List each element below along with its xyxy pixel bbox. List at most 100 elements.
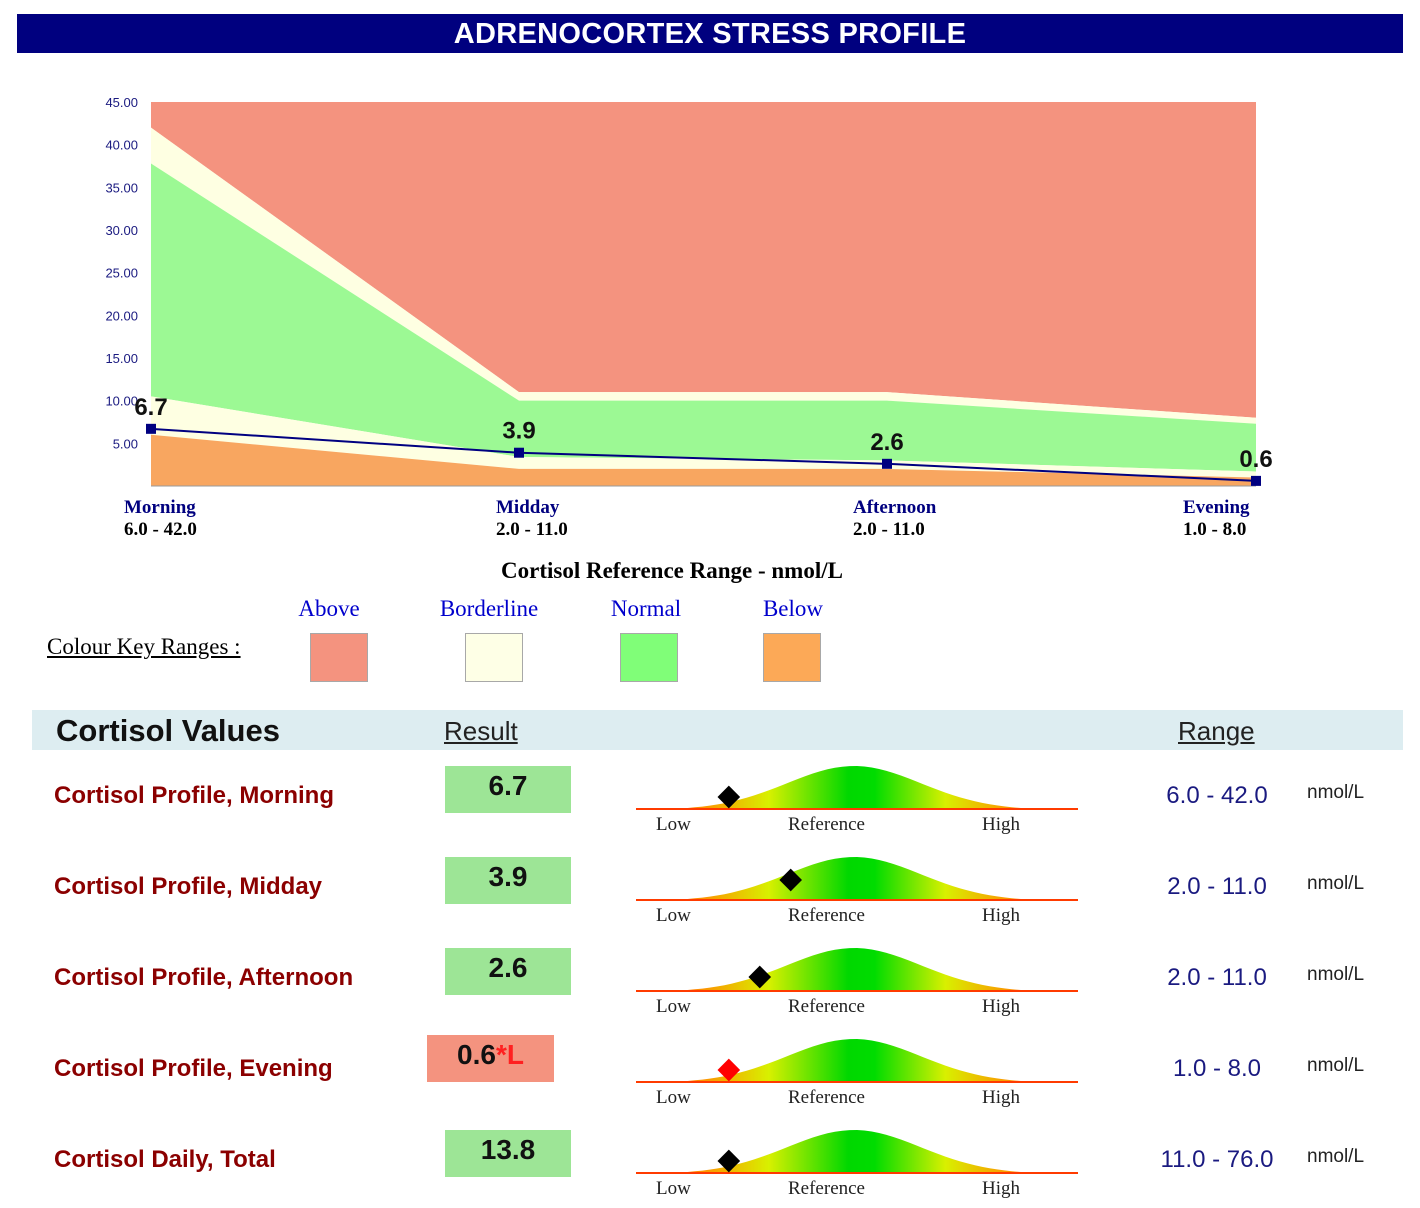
gauge-label-ref: Reference [788,905,865,926]
gauge-curve [636,948,1078,992]
gauge-curve [636,1039,1078,1083]
gauge-curve [636,766,1078,810]
range-value: 11.0 - 76.0 [1160,1146,1274,1173]
data-label: 6.7 [134,394,167,421]
result-box: 3.9 [445,857,571,904]
row-name: Cortisol Profile, Afternoon [54,964,354,991]
gauge-label-high: High [982,996,1021,1017]
page-title: ADRENOCORTEX STRESS PROFILE [17,14,1403,53]
series-point [146,423,156,434]
result-value: 2.6 [488,952,528,983]
timepoint-morning: Morning 6.0 - 42.0 [124,497,197,541]
gauge-label-low: Low [656,996,691,1017]
series-point [882,458,892,469]
data-label: 2.6 [870,429,903,456]
y-tick-label: 30.00 [105,223,138,238]
y-tick-label: 45.00 [105,95,138,110]
band-normal [151,163,1256,472]
band-below [151,434,1256,486]
reference-gauge: Low Reference High [636,948,1078,1017]
reference-gauge: Low Reference High [636,766,1078,835]
result-value: 13.8 [480,1134,536,1165]
reference-gauge: Low Reference High [636,1039,1078,1108]
unit-label: nmol/L [1307,782,1365,803]
key-label-below: Below [762,596,824,621]
gauge-label-ref: Reference [788,1178,865,1199]
key-swatch-normal [620,633,678,682]
key-swatch-below [763,633,821,682]
reference-gauge: Low Reference High [636,857,1078,926]
key-label-borderline: Borderline [439,596,539,621]
y-tick-label: 20.00 [105,308,138,323]
result-value: 0.6 [457,1039,496,1070]
result-box: 2.6 [445,948,571,995]
y-tick-label: 25.00 [105,266,138,281]
key-label-normal: Normal [610,596,682,621]
timepoint-name: Morning [124,497,196,518]
gauge-curve [636,857,1078,901]
unit-label: nmol/L [1307,964,1365,985]
result-value: 3.9 [488,861,528,892]
colour-key-title: Colour Key Ranges : [47,634,241,659]
timepoint-midday: Midday 2.0 - 11.0 [496,497,568,541]
range-value: 1.0 - 8.0 [1172,1055,1262,1082]
gauge-label-high: High [982,814,1021,835]
gauge-label-high: High [982,1087,1021,1108]
series-point [514,447,524,458]
y-tick-label: 5.00 [113,436,138,451]
gauge-label-high: High [982,1178,1021,1199]
gauge-label-ref: Reference [788,1087,865,1108]
result-value: 6.7 [488,770,528,801]
timepoint-range: 2.0 - 11.0 [853,519,925,540]
low-flag: *L [495,1039,524,1070]
reference-gauge: Low Reference High [636,1130,1078,1199]
timepoint-name: Afternoon [853,497,937,518]
gauge-label-high: High [982,905,1021,926]
timepoint-afternoon: Afternoon 2.0 - 11.0 [853,497,936,541]
range-column-header: Range [1178,716,1255,746]
y-tick-label: 35.00 [105,180,138,195]
band-above [151,102,1256,418]
unit-label: nmol/L [1307,873,1365,894]
band-borderline-low [151,396,1256,478]
gauge-label-low: Low [656,1087,691,1108]
row-name: Cortisol Profile, Morning [54,782,334,809]
timepoint-range: 1.0 - 8.0 [1183,519,1247,540]
result-column-header: Result [444,716,518,746]
range-value: 2.0 - 11.0 [1167,964,1267,991]
result-box: 0.6*L [427,1035,554,1082]
row-name: Cortisol Profile, Midday [54,873,323,900]
y-tick-label: 40.00 [105,138,138,153]
row-name: Cortisol Profile, Evening [54,1055,333,1082]
range-value: 2.0 - 11.0 [1167,873,1267,900]
cortisol-series-line [150,427,1257,482]
range-value: 6.0 - 42.0 [1166,782,1268,809]
result-box: 6.7 [445,766,571,813]
key-swatch-above [310,633,368,682]
unit-label: nmol/L [1307,1146,1365,1167]
gauge-label-low: Low [656,1178,691,1199]
cortisol-values-title: Cortisol Values [56,713,280,748]
gauge-curve [636,1130,1078,1174]
cortisol-area-chart: 45.00 40.00 35.00 30.00 25.00 20.00 15.00 10.00… [105,95,1273,487]
gauge-label-low: Low [656,905,691,926]
y-tick-label: 15.00 [105,351,138,366]
timepoint-name: Evening [1183,497,1250,518]
reference-range-title: Cortisol Reference Range - nmol/L [501,558,843,583]
row-name: Cortisol Daily, Total [54,1146,276,1173]
data-label: 3.9 [502,418,535,445]
series-point [1251,475,1261,486]
timepoint-name: Midday [496,497,560,518]
gauge-label-ref: Reference [788,814,865,835]
timepoint-evening: Evening 1.0 - 8.0 [1183,497,1250,541]
gauge-label-ref: Reference [788,996,865,1017]
unit-label: nmol/L [1307,1055,1365,1076]
y-tick-label: 10.00 [105,394,138,409]
key-swatch-borderline [465,633,523,682]
gauge-label-low: Low [656,814,691,835]
data-label: 0.6 [1239,446,1272,473]
timepoint-range: 6.0 - 42.0 [124,519,197,540]
timepoint-range: 2.0 - 11.0 [496,519,568,540]
key-label-above: Above [298,596,360,621]
result-box: 13.8 [445,1130,571,1177]
